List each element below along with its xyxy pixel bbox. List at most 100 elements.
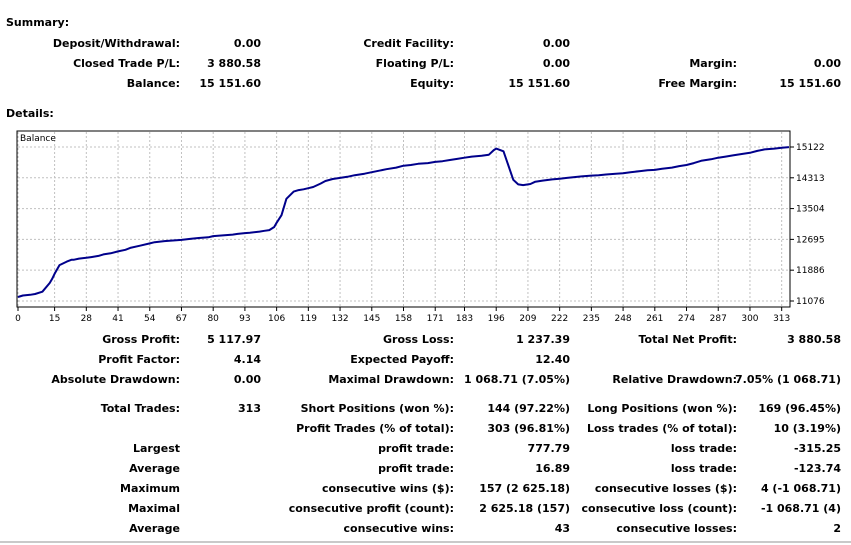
equity-value: 15 151.60 (508, 77, 570, 90)
loss-trades-value: 10 (3.19%) (773, 422, 841, 435)
balance-chart: 0 15 28 41 54 67 80 93 106 119 132 145 158 171 183 196 2… (0, 127, 851, 327)
total-trades-value: 313 (238, 402, 261, 415)
equity-label: Equity: (410, 77, 454, 90)
x-tick-label: 145 (363, 314, 380, 324)
gross-profit-label: Gross Profit: (102, 333, 180, 346)
average-consecutive-label: Average (129, 522, 180, 535)
x-tick-label: 80 (207, 314, 219, 324)
x-tick-label: 183 (456, 314, 473, 324)
total-net-profit-value: 3 880.58 (787, 333, 841, 346)
profit-factor-value: 4.14 (233, 353, 261, 366)
long-positions-label: Long Positions (won %): (587, 402, 737, 415)
x-tick-label: 132 (331, 314, 348, 324)
x-tick-label: 261 (646, 314, 663, 324)
largest-profit-value: 777.79 (527, 442, 570, 455)
profit-trades-label: Profit Trades (% of total): (296, 422, 454, 435)
x-tick-label: 287 (710, 314, 727, 324)
summary-title: Summary: (6, 16, 70, 29)
largest-profit-label: profit trade: (378, 442, 454, 455)
x-tick-label: 300 (741, 314, 758, 324)
short-positions-label: Short Positions (won %): (300, 402, 454, 415)
expected-payoff-label: Expected Payoff: (350, 353, 454, 366)
y-tick-label: 13504 (796, 205, 825, 215)
balance-chart-svg: 0 15 28 41 54 67 80 93 106 119 132 145 158 171 183 196 2… (15, 130, 825, 324)
profit-factor-label: Profit Factor: (98, 353, 180, 366)
relative-drawdown-value: 7.05% (1 068.71) (735, 373, 841, 386)
x-tick-label: 119 (300, 314, 317, 324)
floating-pl-label: Floating P/L: (375, 57, 454, 70)
average-profit-value: 16.89 (535, 462, 570, 475)
profit-trades-value: 303 (96.81%) (487, 422, 570, 435)
credit-facility-value: 0.00 (542, 37, 570, 50)
loss-trades-label: Loss trades (% of total): (586, 422, 737, 435)
x-tick-label: 93 (239, 314, 250, 324)
largest-loss-label: loss trade: (670, 442, 737, 455)
deposit-withdrawal-label: Deposit/Withdrawal: (52, 37, 180, 50)
average-consecutive-wins-value: 43 (554, 522, 570, 535)
bottom-divider (0, 541, 851, 543)
long-positions-value: 169 (96.45%) (758, 402, 841, 415)
chart-title: Balance (20, 134, 56, 144)
x-tick-label: 158 (395, 314, 412, 324)
floating-pl-value: 0.00 (542, 57, 570, 70)
absolute-drawdown-label: Absolute Drawdown: (51, 373, 180, 386)
x-tick-label: 106 (268, 314, 285, 324)
x-tick-label: 248 (614, 314, 631, 324)
maximum-losses-value: 4 (-1 068.71) (760, 482, 841, 495)
closed-trade-pl-value: 3 880.58 (207, 57, 261, 70)
x-tick-label: 15 (49, 314, 60, 324)
x-tick-label: 222 (551, 314, 568, 324)
x-tick-label: 274 (678, 314, 695, 324)
maximum-losses-label: consecutive losses ($): (594, 482, 737, 495)
relative-drawdown-label: Relative Drawdown: (612, 373, 737, 386)
maximal-profit-value: 2 625.18 (157) (479, 502, 570, 515)
x-tick-label: 67 (176, 314, 187, 324)
maximum-wins-value: 157 (2 625.18) (479, 482, 570, 495)
expected-payoff-value: 12.40 (535, 353, 570, 366)
average-loss-value: -123.74 (793, 462, 841, 475)
x-tick-label: 196 (488, 314, 505, 324)
maximal-label: Maximal (128, 502, 180, 515)
maximal-loss-label: consecutive loss (count): (581, 502, 737, 515)
free-margin-value: 15 151.60 (779, 77, 841, 90)
free-margin-label: Free Margin: (658, 77, 737, 90)
average-profit-label: profit trade: (378, 462, 454, 475)
balance-value: 15 151.60 (199, 77, 261, 90)
maximal-drawdown-value: 1 068.71 (7.05%) (464, 373, 570, 386)
x-tick-label: 171 (427, 314, 444, 324)
x-tick-label: 54 (144, 314, 156, 324)
average-consecutive-wins-label: consecutive wins: (343, 522, 454, 535)
x-tick-label: 235 (583, 314, 600, 324)
maximal-loss-value: -1 068.71 (4) (760, 502, 841, 515)
largest-label: Largest (133, 442, 180, 455)
average-consecutive-losses-value: 2 (833, 522, 841, 535)
balance-label: Balance: (126, 77, 180, 90)
x-tick-label: 28 (81, 314, 93, 324)
maximum-label: Maximum (120, 482, 180, 495)
y-tick-label: 11076 (796, 297, 825, 307)
x-tick-label: 313 (773, 314, 790, 324)
closed-trade-pl-label: Closed Trade P/L: (73, 57, 180, 70)
balance-series-line (17, 146, 790, 298)
short-positions-value: 144 (97.22%) (487, 402, 570, 415)
average-loss-label: loss trade: (670, 462, 737, 475)
gross-loss-label: Gross Loss: (383, 333, 454, 346)
x-tick-label: 0 (15, 314, 21, 324)
y-tick-label: 12695 (796, 235, 825, 245)
average-label: Average (129, 462, 180, 475)
maximum-wins-label: consecutive wins ($): (321, 482, 454, 495)
y-tick-label: 11886 (796, 266, 825, 276)
x-tick-label: 209 (519, 314, 536, 324)
margin-label: Margin: (689, 57, 737, 70)
gross-profit-value: 5 117.97 (207, 333, 261, 346)
x-tick-label: 41 (112, 314, 123, 324)
total-trades-label: Total Trades: (100, 402, 180, 415)
margin-value: 0.00 (813, 57, 841, 70)
total-net-profit-label: Total Net Profit: (638, 333, 738, 346)
details-title: Details: (6, 107, 54, 120)
y-tick-label: 15122 (796, 143, 825, 153)
maximal-profit-label: consecutive profit (count): (288, 502, 454, 515)
largest-loss-value: -315.25 (793, 442, 841, 455)
credit-facility-label: Credit Facility: (363, 37, 454, 50)
absolute-drawdown-value: 0.00 (233, 373, 261, 386)
